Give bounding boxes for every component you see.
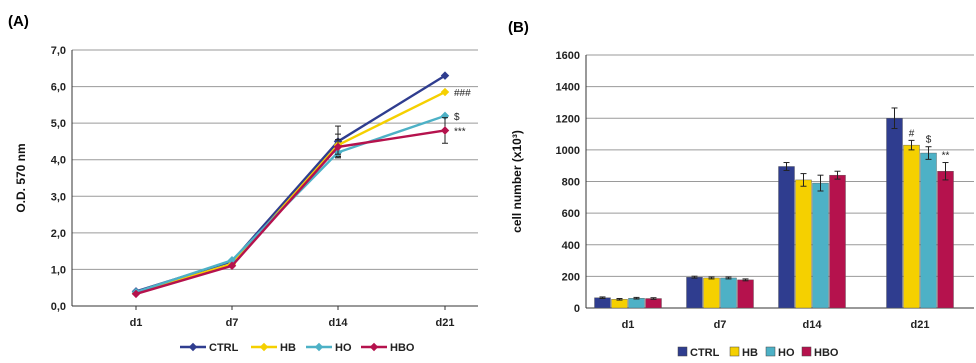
data-point-hb xyxy=(440,87,450,97)
legend-label-ctrl: CTRL xyxy=(209,342,239,354)
bar-hbo xyxy=(737,279,754,309)
legend-marker-ctrl xyxy=(188,342,198,352)
significance-mark-a: *** xyxy=(454,126,466,137)
data-point-ctrl xyxy=(440,71,450,80)
significance-mark-b: $ xyxy=(926,135,932,146)
x-tick-label-a: d7 xyxy=(226,317,239,329)
y-axis-title-a: O.D. 570 nm xyxy=(14,143,28,212)
y-tick-label-a: 4,0 xyxy=(51,155,66,167)
x-tick-label-a: d1 xyxy=(130,317,143,329)
bar-hbo xyxy=(937,171,954,309)
legend-label-ho: HO xyxy=(778,347,795,358)
x-tick-label-b: d7 xyxy=(714,319,727,331)
y-tick-label-b: 1600 xyxy=(556,50,580,62)
y-tick-label-a: 0,0 xyxy=(51,301,66,313)
panel-b-label: (B) xyxy=(508,19,529,36)
y-tick-label-b: 200 xyxy=(562,271,580,283)
y-tick-label-a: 1,0 xyxy=(51,264,66,276)
y-tick-label-a: 2,0 xyxy=(51,228,66,240)
bar-ho xyxy=(720,277,737,309)
series-line-ho xyxy=(135,114,446,294)
y-tick-label-b: 1000 xyxy=(556,145,580,157)
x-tick-label-a: d14 xyxy=(329,317,349,329)
series-line-hbo xyxy=(135,129,446,296)
line-chart-panel-a: 0,0 1,0 2,0 3,0 4,0 5,0 6,0 7,0 d1 d7 d14 d21 O.D. 5… xyxy=(14,45,478,354)
y-tick-label-b: 1400 xyxy=(556,82,580,94)
bar-hbo xyxy=(829,174,846,309)
y-tick-label-b: 800 xyxy=(562,177,580,189)
legend-label-hb: HB xyxy=(742,347,758,358)
y-tick-label-b: 400 xyxy=(562,240,580,252)
legend-label-hbo: HBO xyxy=(390,342,415,354)
x-tick-label-b: d21 xyxy=(911,319,930,331)
x-tick-label-a: d21 xyxy=(436,317,455,329)
legend-swatch-hb xyxy=(729,346,740,357)
bar-chart-panel-b: 0 200 400 600 800 1000 1200 1400 1600 cell number… xyxy=(510,50,974,359)
significance-mark-a: $ xyxy=(454,112,460,123)
legend-marker-ho xyxy=(314,342,324,352)
bar-hb xyxy=(611,299,628,309)
significance-mark-b: # xyxy=(909,128,915,139)
x-tick-label-b: d1 xyxy=(622,319,635,331)
y-tick-label-b: 1200 xyxy=(556,113,580,125)
y-tick-label-a: 7,0 xyxy=(51,45,66,57)
data-point-hbo xyxy=(333,142,343,152)
y-tick-label-a: 6,0 xyxy=(51,82,66,94)
legend-label-ctrl: CTRL xyxy=(690,347,720,358)
data-point-hbo xyxy=(227,261,237,271)
y-axis-title-b: cell number (x10³) xyxy=(510,130,524,233)
bar-hb xyxy=(903,144,920,309)
significance-mark-b: ** xyxy=(942,151,950,162)
legend-swatch-ho xyxy=(765,346,776,357)
y-tick-label-b: 0 xyxy=(574,303,580,315)
data-point-hbo xyxy=(131,289,141,299)
bar-hb xyxy=(795,179,812,309)
legend-marker-hb xyxy=(259,342,269,352)
bar-hb xyxy=(703,277,720,309)
legend-label-hb: HB xyxy=(280,342,296,354)
panel-a-label: (A) xyxy=(8,13,29,30)
legend-swatch-ctrl xyxy=(677,346,688,357)
x-tick-label-b: d14 xyxy=(803,319,823,331)
bar-ho xyxy=(812,182,829,309)
bar-hbo xyxy=(645,298,662,309)
data-point-hbo xyxy=(440,126,450,135)
significance-mark-a: ### xyxy=(454,88,471,99)
y-tick-label-a: 5,0 xyxy=(51,118,66,130)
legend-swatch-hbo xyxy=(801,346,812,357)
bar-ctrl xyxy=(686,276,703,309)
bar-ho xyxy=(628,297,645,309)
series-line-hb xyxy=(135,90,446,295)
legend-marker-hbo xyxy=(369,342,379,352)
bar-ctrl xyxy=(594,297,611,309)
bar-ctrl xyxy=(886,118,903,309)
y-tick-label-b: 600 xyxy=(562,208,580,220)
bar-ctrl xyxy=(778,166,795,309)
bar-ho xyxy=(920,152,937,309)
legend-label-ho: HO xyxy=(335,342,352,354)
y-tick-label-a: 3,0 xyxy=(51,191,66,203)
legend-label-hbo: HBO xyxy=(814,347,839,358)
series-line-ctrl xyxy=(135,74,446,293)
